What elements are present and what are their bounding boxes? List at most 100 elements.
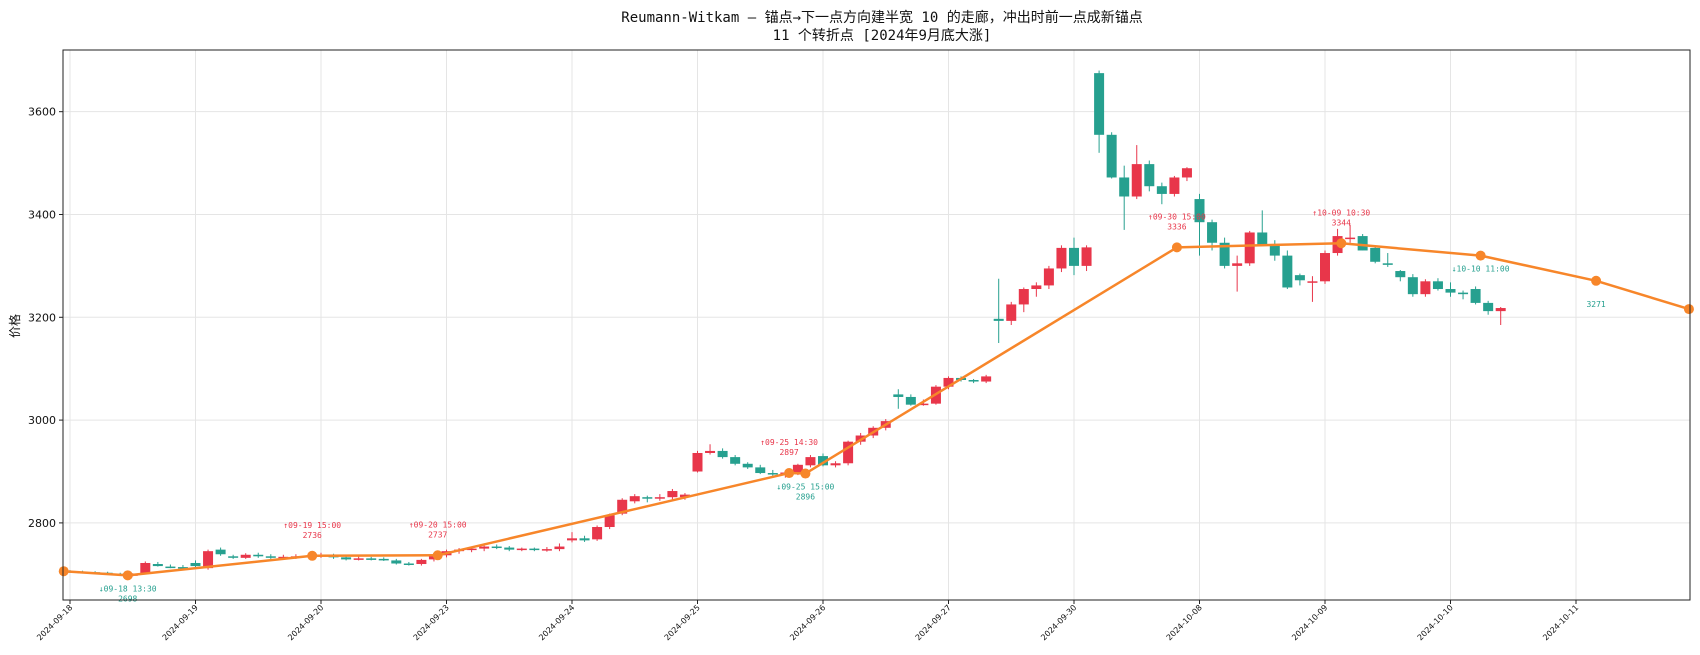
candle-down	[1257, 232, 1268, 246]
y-tick-label: 3600	[28, 106, 56, 119]
candle-up	[278, 556, 289, 559]
grid-layer	[63, 50, 1690, 600]
candle-up	[1169, 177, 1180, 194]
candle-down	[755, 467, 766, 474]
x-tick-label: 2024-09-18	[35, 603, 74, 642]
candle-up	[1244, 232, 1255, 264]
candle-up	[629, 496, 640, 502]
candle-down	[529, 548, 540, 551]
candle-down	[1470, 289, 1481, 303]
candle-down	[1294, 275, 1305, 281]
candle-up	[692, 452, 703, 472]
y-tick-label: 3000	[28, 414, 56, 427]
candle-down	[1194, 199, 1205, 223]
candle-down	[579, 538, 590, 541]
candle-down	[1395, 271, 1406, 278]
turning-point-label: ↓09-18 13:30	[99, 584, 157, 593]
candle-up	[1018, 289, 1029, 305]
turning-point-value: 3336	[1167, 222, 1186, 231]
candle-up	[1006, 304, 1017, 321]
candle-up	[516, 548, 527, 551]
turning-point-marker	[1336, 238, 1347, 249]
candle-down	[717, 450, 728, 458]
candle-down	[504, 547, 515, 550]
candle-up	[479, 546, 490, 549]
turning-point-label: ↓09-25 15:00	[777, 483, 835, 492]
candle-layer	[65, 70, 1506, 577]
turning-point-marker	[432, 550, 443, 561]
turning-point-marker	[800, 468, 811, 479]
turning-point-value: 2897	[779, 448, 798, 457]
x-tick-label: 2024-09-30	[1039, 603, 1078, 642]
candle-down	[905, 396, 916, 405]
candle-down	[165, 566, 176, 569]
candle-down	[366, 558, 377, 560]
candle-up	[918, 403, 929, 406]
x-tick-label: 2024-10-08	[1165, 603, 1204, 642]
candle-up	[792, 464, 803, 474]
turning-point-value: 3344	[1332, 218, 1351, 227]
candle-down	[1269, 245, 1280, 256]
candle-up	[1307, 281, 1318, 283]
candle-down	[1282, 255, 1293, 288]
candle-up	[592, 527, 603, 540]
candle-down	[152, 564, 163, 567]
candle-up	[416, 559, 427, 565]
candle-up	[805, 457, 816, 466]
x-tick-label: 2024-09-24	[537, 603, 576, 642]
candle-up	[1043, 268, 1054, 286]
x-tick-label: 2024-10-11	[1541, 603, 1580, 642]
candle-down	[1483, 302, 1494, 312]
candle-down	[265, 556, 276, 558]
candle-up	[1495, 308, 1506, 312]
turning-point-value: 2896	[796, 493, 815, 502]
turning-point-marker	[1683, 304, 1694, 315]
candle-up	[654, 497, 665, 499]
candle-down	[730, 457, 741, 464]
x-tick-label: 2024-09-25	[663, 603, 702, 642]
y-tick-label: 2800	[28, 517, 56, 530]
candle-up	[1031, 285, 1042, 290]
candle-down	[378, 558, 389, 561]
candle-down	[228, 556, 239, 558]
x-tick-label: 2024-09-26	[788, 603, 827, 642]
candle-up	[667, 491, 678, 498]
candle-down	[893, 394, 904, 397]
candle-up	[554, 546, 565, 550]
candle-up	[240, 554, 251, 558]
candle-down	[491, 546, 502, 549]
candle-down	[177, 567, 188, 569]
candle-down	[1119, 177, 1130, 197]
candle-down	[818, 456, 828, 466]
candle-up	[981, 376, 992, 382]
candle-down	[1144, 164, 1155, 187]
candle-down	[253, 554, 264, 557]
turning-point-marker	[1591, 275, 1602, 286]
y-axis-label: 价格	[7, 314, 22, 338]
x-tick-label: 2024-10-09	[1290, 603, 1329, 642]
candle-down	[215, 549, 226, 555]
turning-point-marker	[784, 468, 795, 479]
candle-up	[1320, 253, 1330, 282]
x-tick-label: 2024-09-20	[286, 603, 325, 642]
turning-line-layer	[58, 238, 1694, 581]
candle-up	[604, 515, 615, 528]
candle-up	[617, 499, 628, 514]
turning-point-label: ↑09-30 15:00	[1148, 212, 1206, 221]
turning-point-marker	[58, 566, 69, 577]
candle-down	[968, 380, 979, 382]
candle-up	[1420, 281, 1431, 295]
chart-title-line2: 11 个转折点 [2024年9月底大涨]	[773, 28, 992, 44]
candle-up	[843, 441, 854, 464]
candle-down	[1219, 242, 1230, 266]
candle-up	[1232, 263, 1243, 266]
x-tick-label: 2024-09-19	[161, 603, 200, 642]
candle-down	[993, 318, 1004, 321]
turning-point-marker	[122, 570, 133, 581]
candle-up	[1056, 247, 1067, 269]
chart-title-line1: Reumann-Witkam — 锚点→下一点方向建半宽 10 的走廊，冲出时前…	[621, 9, 1142, 26]
turning-point-label: ↑10-09 10:30	[1312, 208, 1370, 217]
turning-point-value: 2737	[428, 530, 447, 539]
candle-down	[1207, 222, 1218, 243]
